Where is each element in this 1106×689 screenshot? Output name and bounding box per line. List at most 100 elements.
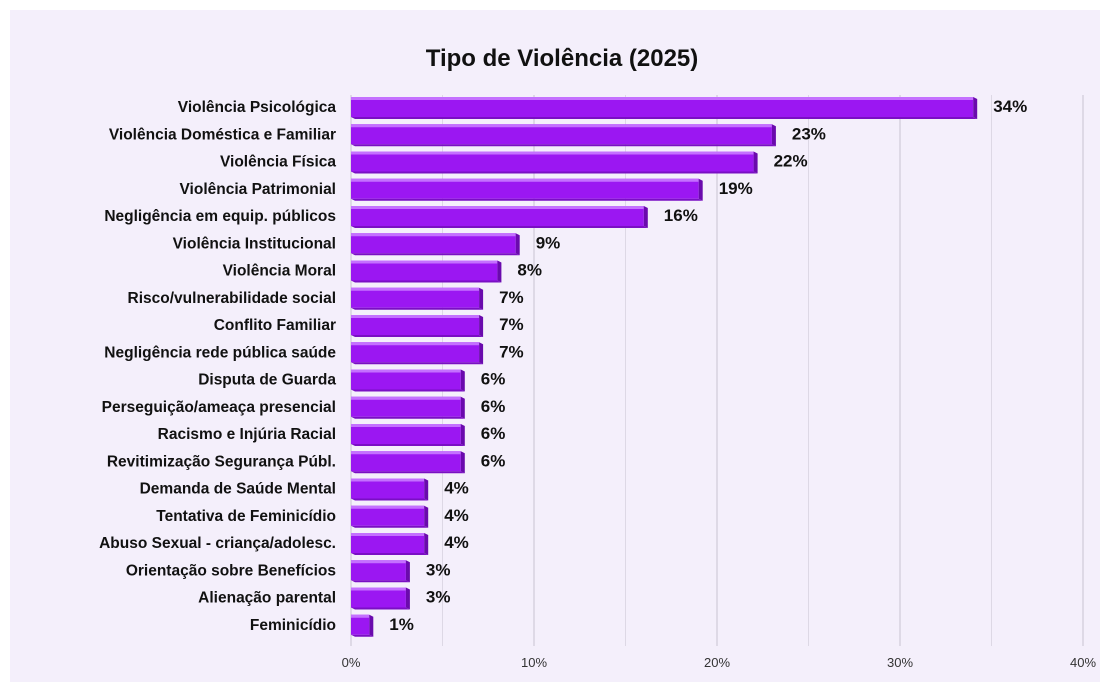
bar-bottom [351, 362, 484, 365]
category-label: Violência Psicológica [178, 99, 337, 116]
bar-side [515, 233, 520, 256]
bar-face [351, 533, 425, 553]
bar-top [351, 614, 370, 618]
bar-bottom [351, 607, 410, 610]
bar [351, 97, 978, 119]
category-label: Conflito Familiar [214, 317, 336, 334]
category-label: Violência Doméstica e Familiar [109, 126, 336, 143]
category-label: Violência Física [220, 154, 336, 171]
x-tick-label: 0% [342, 655, 361, 670]
category-label: Risco/vulnerabilidade social [128, 290, 336, 307]
bar-top [351, 451, 461, 455]
value-label: 3% [426, 560, 451, 579]
category-label: Negligência em equip. públicos [104, 208, 336, 225]
bar-side [643, 206, 648, 228]
bar-side [753, 151, 758, 174]
category-label: Violência Moral [223, 263, 336, 280]
value-label: 1% [389, 615, 414, 634]
category-label: Violência Patrimonial [180, 181, 337, 198]
category-label: Racismo e Injúria Racial [158, 426, 336, 443]
bar-bottom [351, 253, 520, 256]
value-label: 7% [499, 288, 524, 307]
bar-top [351, 396, 461, 400]
value-label: 3% [426, 588, 451, 607]
bar [351, 287, 484, 310]
bar-side [479, 287, 484, 310]
chart-title: Tipo de Violência (2025) [426, 45, 699, 72]
bar [351, 478, 429, 501]
category-label: Alienação parental [198, 590, 336, 607]
bar-bottom [351, 198, 703, 201]
bar [351, 233, 520, 256]
category-label: Perseguição/ameaça presencial [102, 399, 336, 416]
category-label: Tentativa de Feminicídio [156, 508, 336, 525]
bar [351, 560, 410, 583]
bar-bottom [351, 280, 502, 283]
bar-face [351, 560, 406, 581]
category-labels: Violência Psicológica Violência Doméstica… [99, 99, 336, 634]
value-label: 4% [444, 533, 469, 552]
bars-group [351, 97, 978, 637]
bar-top [351, 478, 425, 482]
category-label: Demanda de Saúde Mental [140, 481, 336, 498]
value-label: 6% [481, 424, 506, 443]
bar-side [405, 587, 410, 610]
bar-side [479, 315, 484, 337]
bar-face [351, 451, 461, 472]
bar-face [351, 587, 406, 608]
x-tick-label: 10% [521, 655, 547, 670]
value-label: 9% [536, 233, 561, 252]
value-label: 16% [664, 206, 698, 225]
bar-face [351, 233, 516, 254]
bar-top [351, 505, 425, 509]
value-label: 34% [993, 97, 1027, 116]
value-label: 22% [774, 152, 808, 171]
bar [351, 424, 465, 446]
bar-side [497, 260, 502, 283]
bar-side [460, 424, 465, 446]
bar [351, 178, 703, 201]
bar-bottom [351, 525, 429, 528]
bar-top [351, 124, 772, 128]
value-label: 6% [481, 370, 506, 389]
value-label: 6% [481, 451, 506, 470]
bar-bottom [351, 580, 410, 583]
bar-top [351, 206, 644, 209]
bar-side [973, 97, 978, 119]
category-label: Violência Institucional [173, 235, 336, 252]
value-label: 4% [444, 506, 469, 525]
bar-bottom [351, 226, 648, 228]
bar [351, 505, 429, 528]
bar-side [698, 178, 703, 201]
bar-bottom [351, 171, 758, 174]
bar [351, 587, 410, 610]
bar-bottom [351, 416, 465, 419]
bar-side [424, 533, 429, 555]
bar-face [351, 178, 699, 199]
bar-side [424, 505, 429, 528]
value-label: 4% [444, 479, 469, 498]
bar-bottom [351, 307, 484, 310]
value-labels: 34% 23% 22% 19% 16% 9% 8% 7% 7% 7% 6% 6% 6% 6% 4% 4% 4% 3… [389, 97, 1027, 634]
bar-bottom [351, 144, 776, 147]
bar-top [351, 260, 498, 264]
bar-side [771, 124, 776, 147]
value-label: 7% [499, 342, 524, 361]
bar [351, 614, 374, 637]
bar-top [351, 178, 699, 182]
bar-top [351, 533, 425, 536]
bar-face [351, 614, 370, 635]
bar-face [351, 124, 772, 145]
bar-face [351, 396, 461, 417]
bar [351, 342, 484, 365]
value-label: 8% [517, 261, 542, 280]
bar-face [351, 260, 498, 281]
x-tick-label: 40% [1070, 655, 1096, 670]
x-tick-labels: 0% 10% 20% 30% 40% [342, 655, 1097, 670]
bar [351, 533, 429, 555]
bar-bottom [351, 471, 465, 474]
bar-top [351, 560, 406, 564]
bar-face [351, 287, 480, 308]
bar-face [351, 505, 425, 526]
bar-face [351, 206, 644, 226]
